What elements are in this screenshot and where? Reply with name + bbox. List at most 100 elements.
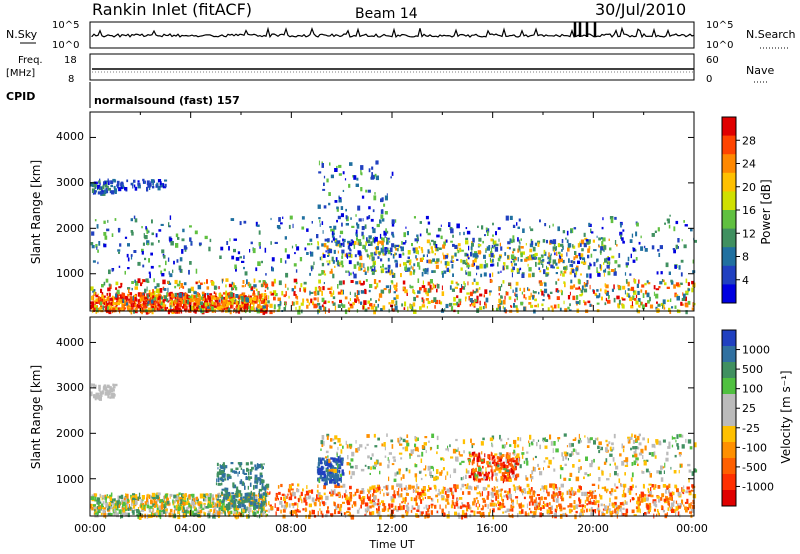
scatter-cell — [165, 260, 167, 266]
scatter-cell — [191, 511, 194, 516]
scatter-cell — [578, 286, 580, 290]
scatter-cell — [423, 287, 427, 293]
scatter-cell — [295, 269, 298, 273]
scatter-cell — [557, 243, 560, 248]
scatter-cell — [370, 175, 375, 180]
scatter-cell — [639, 494, 643, 499]
scatter-cell — [532, 290, 534, 294]
scatter-cell — [179, 257, 183, 262]
scatter-cell — [561, 492, 564, 498]
scatter-cell — [615, 510, 618, 514]
scatter-cell — [227, 493, 229, 497]
scatter-cell — [164, 307, 167, 312]
scatter-cell — [138, 492, 141, 498]
scatter-cell — [461, 284, 463, 288]
scatter-cell — [126, 493, 129, 499]
scatter-cell — [617, 508, 619, 511]
scatter-cell — [309, 510, 311, 515]
scatter-cell — [604, 486, 607, 492]
scatter-cell — [238, 492, 241, 498]
scatter-cell — [391, 498, 395, 502]
scatter-cell — [387, 508, 390, 512]
scatter-cell — [492, 508, 495, 513]
scatter-cell — [523, 287, 526, 293]
scatter-cell — [130, 230, 134, 233]
scatter-cell — [543, 496, 547, 500]
scatter-cell — [441, 285, 443, 291]
scatter-cell — [373, 489, 377, 493]
scatter-cell — [222, 301, 226, 304]
scatter-cell — [552, 484, 555, 489]
scatter-cell — [291, 301, 294, 306]
scatter-cell — [561, 498, 563, 501]
scatter-cell — [691, 484, 694, 488]
scatter-cell — [483, 473, 486, 478]
colorbar-tick-label: 20 — [742, 181, 756, 194]
scatter-cell — [317, 462, 321, 465]
scatter-cell — [105, 181, 107, 184]
scatter-cell — [520, 246, 524, 249]
scatter-cell — [178, 502, 180, 506]
scatter-cell — [436, 288, 438, 293]
scatter-cell — [528, 295, 532, 300]
scatter-cell — [430, 239, 434, 242]
scatter-cell — [538, 259, 541, 265]
scatter-cell — [485, 227, 488, 231]
scatter-cell — [323, 474, 327, 479]
scatter-cell — [349, 492, 353, 495]
scatter-cell — [591, 231, 594, 234]
scatter-cell — [349, 485, 352, 490]
scatter-cell — [291, 510, 296, 514]
scatter-cell — [510, 254, 515, 260]
scatter-cell — [451, 255, 454, 259]
scatter-cell — [431, 270, 434, 273]
scatter-cell — [174, 285, 177, 289]
scatter-cell — [227, 495, 229, 499]
scatter-cell — [635, 231, 638, 237]
scatter-cell — [416, 502, 418, 506]
scatter-cell — [242, 469, 245, 474]
scatter-cell — [525, 256, 529, 260]
scatter-cell — [556, 251, 558, 256]
scatter-cell — [106, 508, 109, 511]
scatter-cell — [200, 513, 202, 516]
scatter-cell — [145, 309, 149, 315]
scatter-cell — [321, 163, 324, 168]
scatter-cell — [440, 260, 442, 264]
scatter-cell — [228, 295, 230, 298]
scatter-cell — [199, 509, 203, 514]
scatter-cell — [258, 492, 260, 497]
scatter-cell — [427, 249, 430, 254]
scatter-cell — [215, 293, 217, 297]
scatter-cell — [384, 195, 388, 201]
scatter-cell — [422, 497, 424, 501]
scatter-cell — [547, 491, 550, 497]
scatter-cell — [583, 242, 587, 248]
scatter-cell — [239, 464, 242, 468]
scatter-cell — [101, 497, 103, 501]
scatter-cell — [434, 253, 436, 256]
scatter-cell — [320, 510, 323, 515]
scatter-cell — [601, 241, 604, 246]
scatter-cell — [480, 507, 484, 511]
scatter-cell — [262, 492, 265, 496]
scatter-cell — [642, 293, 645, 298]
scatter-cell — [650, 487, 652, 492]
scatter-cell — [609, 247, 612, 251]
scatter-cell — [373, 488, 375, 494]
scatter-cell — [552, 483, 556, 486]
scatter-cell — [560, 273, 562, 276]
scatter-cell — [658, 512, 660, 516]
scatter-cell — [221, 478, 225, 482]
scatter-cell — [110, 513, 113, 517]
scatter-cell — [648, 483, 652, 486]
scatter-cell — [512, 266, 515, 271]
scatter-cell — [592, 290, 595, 294]
scatter-cell — [108, 269, 111, 275]
scatter-cell — [270, 506, 274, 511]
scatter-cell — [102, 509, 106, 515]
scatter-cell — [411, 243, 413, 247]
scatter-cell — [389, 247, 393, 253]
scatter-cell — [491, 465, 493, 470]
scatter-cell — [237, 500, 241, 504]
